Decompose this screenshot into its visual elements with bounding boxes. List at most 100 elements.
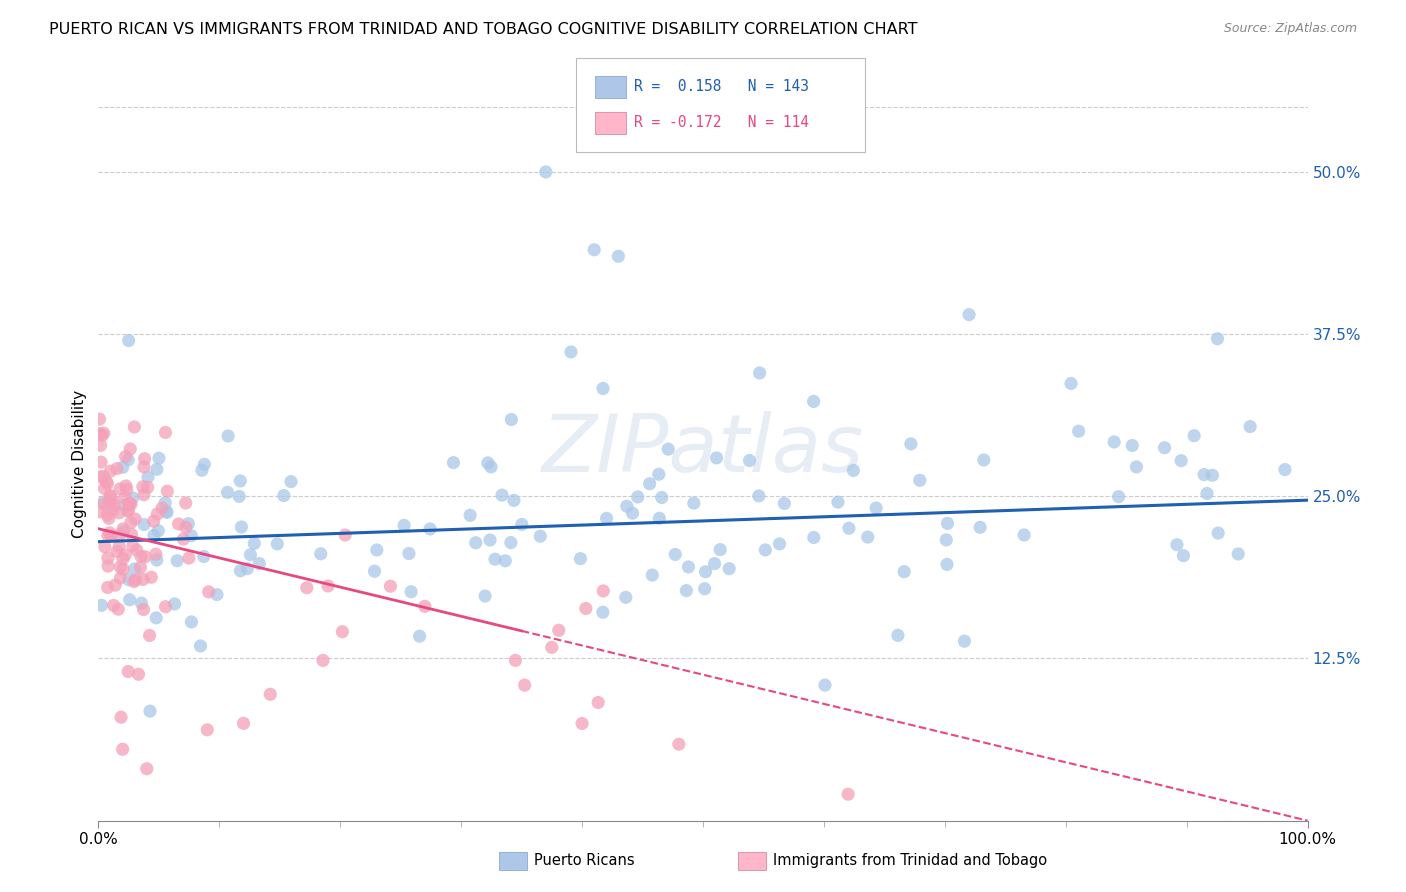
Point (908, 473, 931, 487)
Point (893, 565, 915, 579)
Point (114, 450, 136, 464)
Point (657, 442, 679, 457)
Text: Immigrants from Trinidad and Tobago: Immigrants from Trinidad and Tobago (773, 854, 1047, 868)
Point (117, 503, 139, 517)
Point (167, 516, 190, 531)
Point (143, 528, 166, 542)
Point (510, 517, 533, 532)
Point (117, 497, 139, 511)
Point (748, 489, 770, 503)
Point (112, 562, 135, 576)
Point (108, 482, 131, 496)
Point (243, 536, 266, 550)
Point (108, 528, 131, 542)
Point (621, 506, 644, 520)
Point (1166, 538, 1188, 552)
Point (197, 585, 219, 599)
Point (136, 470, 159, 484)
Point (190, 639, 212, 653)
Point (491, 488, 513, 502)
Point (247, 557, 270, 571)
Point (108, 539, 131, 553)
Point (89, 505, 111, 519)
Point (803, 394, 825, 409)
Point (936, 558, 959, 572)
Point (114, 548, 136, 562)
Point (177, 516, 200, 531)
Point (132, 602, 155, 616)
Point (89, 426, 111, 441)
Point (936, 516, 959, 531)
Point (1067, 424, 1090, 438)
Point (101, 493, 124, 508)
Text: Source: ZipAtlas.com: Source: ZipAtlas.com (1223, 22, 1357, 36)
Point (146, 553, 169, 567)
Point (569, 551, 592, 566)
Point (380, 579, 402, 593)
Point (120, 497, 142, 511)
Point (479, 533, 502, 547)
Point (117, 452, 139, 467)
Point (156, 484, 179, 499)
Point (1170, 453, 1192, 467)
Point (155, 504, 177, 518)
Point (678, 560, 700, 574)
Point (464, 535, 486, 549)
Point (458, 508, 481, 523)
Point (827, 495, 849, 509)
Point (1012, 528, 1035, 542)
Point (148, 524, 170, 538)
Point (103, 599, 125, 613)
Point (1239, 419, 1261, 434)
Point (145, 547, 167, 561)
Point (718, 562, 741, 576)
Text: R = -0.172   N = 114: R = -0.172 N = 114 (634, 115, 808, 129)
Point (1102, 434, 1125, 449)
Point (97, 511, 120, 525)
Point (103, 499, 125, 513)
Point (112, 524, 135, 539)
Point (90, 455, 112, 469)
Point (141, 570, 163, 584)
Point (309, 547, 332, 561)
Point (156, 505, 179, 519)
Point (112, 551, 135, 566)
Point (953, 634, 976, 648)
Text: R =  0.158   N = 143: R = 0.158 N = 143 (634, 79, 808, 94)
Point (474, 589, 496, 603)
Point (973, 453, 995, 467)
Point (560, 345, 582, 359)
Point (837, 787, 859, 801)
Point (592, 583, 614, 598)
Point (1206, 526, 1229, 541)
Point (856, 530, 879, 544)
Point (232, 716, 254, 731)
Point (969, 520, 991, 534)
Point (668, 737, 690, 751)
Point (651, 491, 673, 505)
Point (91, 428, 114, 442)
Point (494, 554, 516, 568)
Point (96, 475, 118, 489)
Point (108, 506, 131, 520)
Point (117, 504, 139, 518)
Point (614, 591, 637, 605)
Point (96, 476, 118, 491)
Point (125, 543, 148, 558)
Point (513, 678, 536, 692)
Point (738, 453, 761, 467)
Point (1274, 462, 1296, 476)
Point (180, 615, 202, 629)
Point (266, 537, 288, 551)
Point (505, 653, 527, 667)
Point (477, 456, 499, 470)
Point (229, 474, 252, 488)
Point (693, 582, 716, 596)
Point (142, 514, 165, 528)
Point (675, 583, 697, 598)
Point (134, 451, 156, 466)
Point (814, 678, 837, 692)
Point (648, 467, 671, 482)
Point (709, 542, 731, 557)
Point (115, 479, 138, 493)
